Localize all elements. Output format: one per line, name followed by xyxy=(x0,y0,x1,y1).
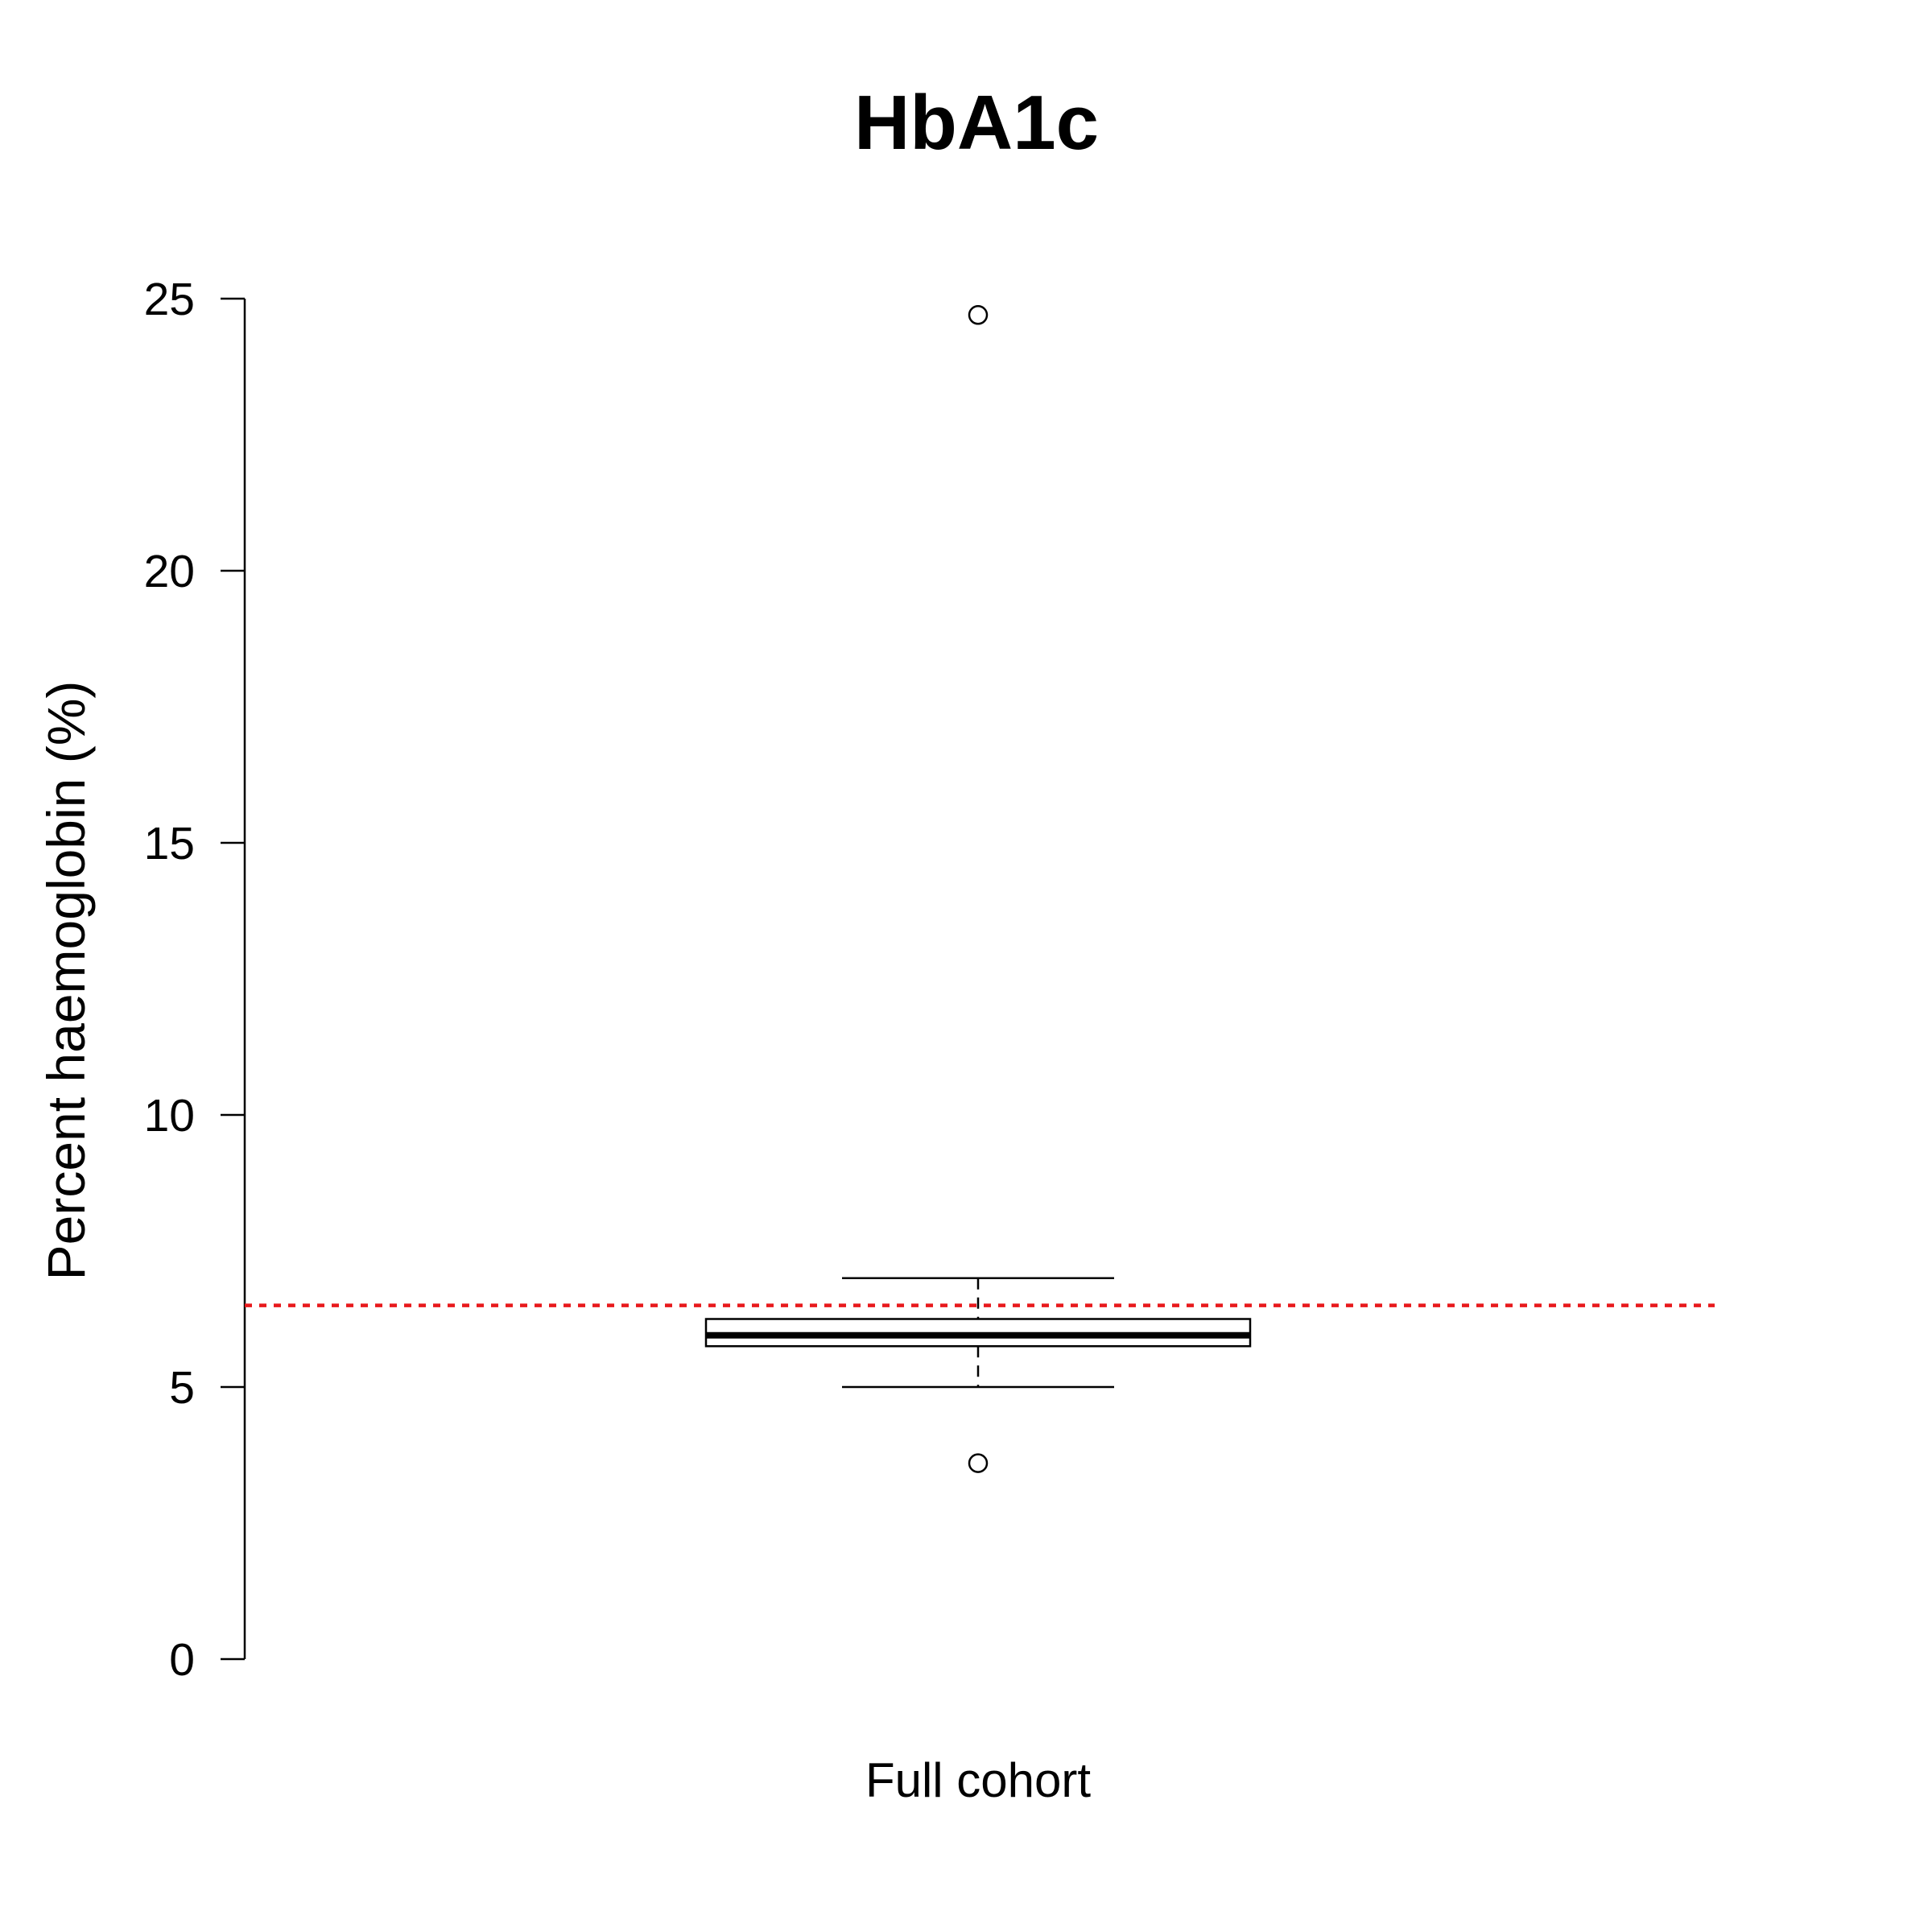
x-category-label: Full cohort xyxy=(865,1753,1091,1807)
y-tick-label: 10 xyxy=(144,1090,195,1141)
y-tick-label: 25 xyxy=(144,274,195,325)
x-axis-labels: Full cohort xyxy=(865,1753,1091,1807)
y-tick-label: 15 xyxy=(144,818,195,869)
y-axis: 0 5 10 15 20 25 xyxy=(144,274,246,1686)
y-tick-label: 20 xyxy=(144,546,195,597)
outlier-point xyxy=(968,305,989,325)
y-axis-label: Percent haemoglobin (%) xyxy=(36,681,96,1281)
chart-title: HbA1c xyxy=(854,80,1099,166)
box-group xyxy=(704,305,1252,1473)
y-tick-label: 5 xyxy=(169,1362,195,1414)
y-tick-label: 0 xyxy=(169,1634,195,1686)
outlier-point xyxy=(968,1453,989,1473)
